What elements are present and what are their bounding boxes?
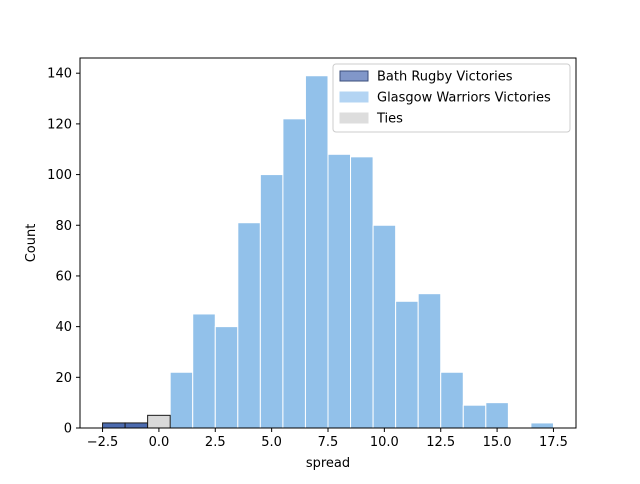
bar-0-0 (102, 422, 126, 429)
bar-1-1 (192, 313, 216, 429)
legend-swatch (339, 112, 369, 124)
bar-1-14 (485, 402, 509, 429)
legend-label: Ties (376, 112, 403, 127)
bar-1-9 (372, 224, 397, 429)
y-tick-label: 20 (55, 371, 72, 386)
bar-1-0 (169, 371, 194, 429)
y-tick-label: 0 (64, 422, 72, 437)
bar-1-12 (440, 371, 464, 429)
legend-label: Bath Rugby Victories (377, 70, 513, 85)
bar-1-5 (282, 118, 306, 429)
y-tick-label: 80 (55, 219, 72, 234)
x-axis-label: spread (306, 456, 350, 471)
y-axis-label: Count (24, 224, 39, 263)
y-tick-label: 40 (55, 320, 72, 335)
bar-0-1 (124, 422, 149, 429)
bar-1-11 (417, 293, 442, 429)
x-tick-label: 2.5 (205, 435, 226, 450)
x-tick-label: 0.0 (149, 435, 170, 450)
bar-1-6 (304, 75, 329, 429)
bar-1-2 (214, 326, 239, 429)
x-tick-label: 17.5 (539, 435, 568, 450)
x-tick-label: 10.0 (370, 435, 399, 450)
legend-swatch (339, 70, 369, 82)
x-tick-label: 5.0 (261, 435, 282, 450)
series-1 (169, 75, 554, 429)
bar-1-7 (327, 153, 352, 429)
legend: Bath Rugby Victories Glasgow Warriors Vic… (332, 63, 571, 133)
y-tick-label: 60 (55, 269, 72, 284)
bar-1-4 (259, 174, 284, 429)
y-tick-label: 120 (47, 117, 72, 132)
y-tick-label: 140 (47, 67, 72, 82)
bar-1-3 (237, 222, 261, 429)
axes-layer: −2.5 0.0 2.5 5.0 7.5 10.0 12.5 15.0 17.5 0 20 40 60 8… (24, 57, 577, 471)
series-2 (147, 414, 171, 429)
bar-1-16 (530, 422, 554, 429)
legend-swatch (339, 91, 369, 103)
legend-label: Glasgow Warriors Victories (377, 91, 551, 106)
bar-1-10 (395, 300, 419, 429)
y-tick-label: 100 (47, 168, 72, 183)
series-0 (102, 422, 149, 429)
x-tick-label: −2.5 (87, 435, 119, 450)
x-tick-label: 15.0 (483, 435, 512, 450)
bar-1-8 (350, 156, 374, 429)
bar-1-13 (462, 404, 487, 429)
bar-2-0 (147, 414, 171, 429)
x-tick-label: 12.5 (426, 435, 455, 450)
legend-box (332, 63, 571, 133)
bars-layer (102, 75, 554, 429)
x-tick-label: 7.5 (318, 435, 339, 450)
